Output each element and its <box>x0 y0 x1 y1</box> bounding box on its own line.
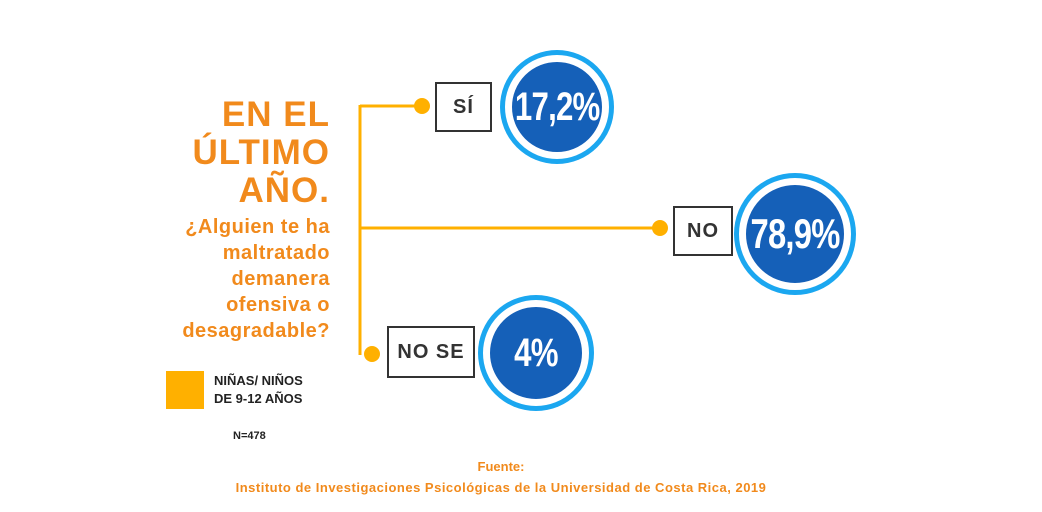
percentage-circle-nose: 4% <box>483 300 589 406</box>
percentage-value: 17,2% <box>514 84 600 129</box>
connector-dot-si <box>414 98 430 114</box>
legend-line: DE 9-12 AÑOS <box>214 391 303 406</box>
source-title: Fuente: <box>477 459 525 474</box>
percentage-circle-no: 78,9% <box>739 178 851 290</box>
question-line: ¿Alguien te ha <box>185 216 330 238</box>
question-line: ofensiva o <box>226 294 330 316</box>
question-line: desagradable? <box>182 320 330 342</box>
sample-size: N=478 <box>233 430 266 442</box>
survey-question: ¿Alguien te ha maltratado demanera ofens… <box>182 214 330 344</box>
percentage-value: 78,9% <box>750 210 841 257</box>
source-citation: Instituto de Investigaciones Psicológica… <box>235 480 767 495</box>
answer-label-no: NO <box>673 206 733 256</box>
heading-line: EN EL <box>221 95 330 134</box>
page-heading: EN EL ÚLTIMO AÑO. <box>192 96 330 210</box>
legend-label: NIÑAS/ NIÑOS DE 9-12 AÑOS <box>214 372 354 408</box>
heading-line: AÑO. <box>238 171 330 210</box>
legend-line: NIÑAS/ NIÑOS <box>214 373 303 388</box>
connector-dot-nose <box>364 346 380 362</box>
percentage-value: 4% <box>514 330 558 375</box>
connector-dot-no <box>652 220 668 236</box>
answer-label-si: SÍ <box>435 82 492 132</box>
legend-swatch <box>166 371 204 409</box>
answer-label-nose: NO SE <box>387 326 475 378</box>
question-line: maltratado <box>222 242 330 264</box>
heading-line: ÚLTIMO <box>192 133 330 172</box>
question-line: demanera <box>231 268 330 290</box>
percentage-circle-si: 17,2% <box>505 55 609 159</box>
